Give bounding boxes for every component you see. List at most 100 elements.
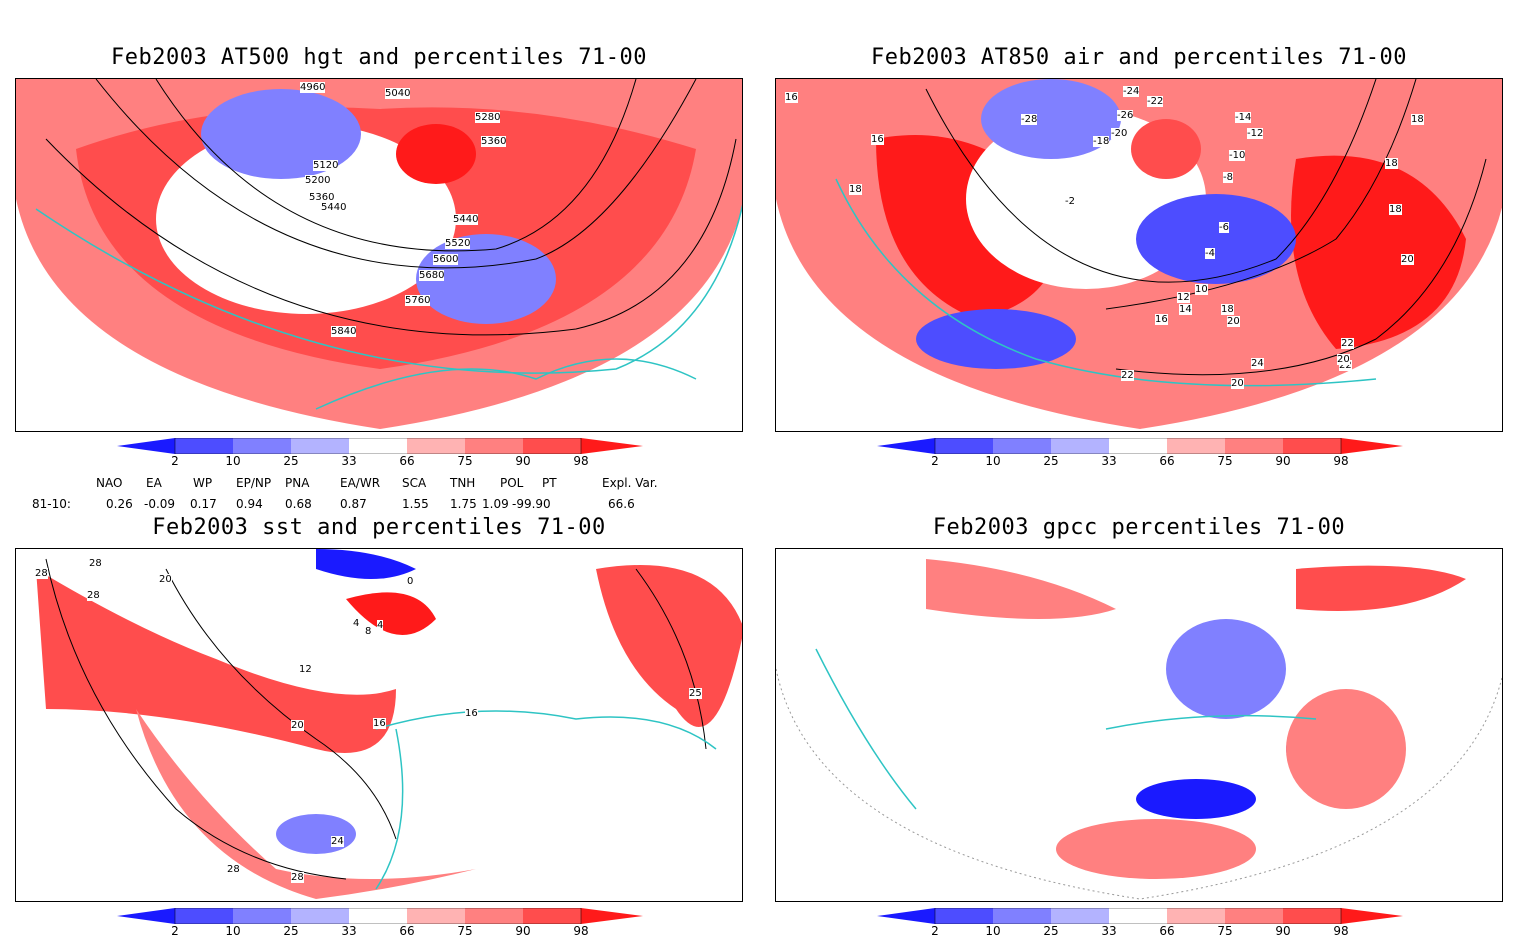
index-header: WP [193,476,213,490]
contour-label: 8 [365,626,372,637]
colorbar-label: 33 [341,924,357,938]
map-air [775,78,1503,432]
low-percentile-region [1136,194,1296,284]
colorbar-label: 90 [1275,454,1291,468]
contour-line [635,568,707,750]
contour-line [95,79,697,269]
contour-label: 20 [1231,378,1244,389]
contour-label: 5440 [321,202,347,213]
high-percentile-region [1286,689,1406,809]
contour-label: 22 [1121,370,1134,381]
contour-label: 16 [1155,314,1168,325]
colorbar-label: 2 [171,454,179,468]
contour-label: 28 [35,568,48,579]
contour-label: 20 [1227,316,1240,327]
high-percentile-region [36,569,396,753]
contour-label: 5280 [475,112,501,123]
contour-label: 18 [1221,304,1234,315]
colorbar-label: 75 [457,454,473,468]
contour-label: 20 [159,574,172,585]
contour-label: 28 [227,864,240,875]
colorbar-top-left: 2 10 25 33 66 75 90 98 [117,437,643,474]
contour-label: 10 [1195,284,1208,295]
colorbar-label: 66 [1159,454,1175,468]
map-air-svg [776,79,1502,429]
colorbar-label: 98 [573,454,589,468]
contour-label: 12 [299,664,312,675]
contour-label: -12 [1247,128,1264,139]
index-header: EP/NP [236,476,272,490]
index-header: EA/WR [340,476,381,490]
contour-label: 28 [291,872,304,883]
low-percentile-region [1136,779,1256,819]
index-value: 0.26 [106,497,133,511]
coastline [375,710,717,750]
contour-label: -18 [1093,136,1110,147]
contour-label: 16 [785,92,798,103]
index-header: POL [500,476,524,490]
colorbar-svg [117,437,643,455]
contour-label: 5760 [405,295,431,306]
map-hgt [15,78,743,432]
low-percentile-region [981,79,1121,159]
high-percentile-region [1131,119,1201,179]
colorbar-label: 98 [573,924,589,938]
contour-label: 5600 [433,254,459,265]
colorbar-svg [117,907,643,925]
colorbar-top-right: 2 10 25 33 66 75 90 98 [877,437,1403,474]
high-percentile-region [1296,565,1466,611]
high-percentile-region [136,709,476,899]
low-percentile-region [1166,619,1286,719]
colorbar-label: 10 [985,454,1001,468]
contour-label: -4 [1205,248,1215,259]
colorbar-bottom-right: 2 10 25 33 66 75 90 98 [877,907,1403,944]
index-value: -99.90 [512,497,551,511]
coastline [375,728,404,890]
contour-label: 24 [1251,358,1264,369]
contour-line [45,138,737,336]
contour-label: -8 [1223,172,1233,183]
index-value: 0.87 [340,497,367,511]
colorbar-label: 33 [341,454,357,468]
contour-label: 25 [689,688,702,699]
contour-label: 22 [1341,338,1354,349]
colorbar-label: 66 [399,924,415,938]
contour-label: -10 [1229,150,1246,161]
contour-label: 18 [849,184,862,195]
contour-label: -22 [1147,96,1164,107]
index-value: 1.09 [482,497,509,511]
index-header: NAO [96,476,123,490]
index-header: TNH [450,476,476,490]
teleconnection-table: NAO EA WP EP/NP PNA EA/WR SCA TNH POL PT… [30,476,730,512]
colorbar-label: 66 [399,454,415,468]
high-percentile-region [396,124,476,184]
index-row-label: 81-10: [32,497,71,511]
contour-label: 4960 [300,82,326,93]
contour-label: 12 [1177,292,1190,303]
index-value: 66.6 [608,497,635,511]
contour-labels-hgt: 4960 5040 5120 5200 5280 5360 5440 5520 … [15,78,743,432]
index-value: 0.94 [236,497,263,511]
contour-line [155,79,637,252]
colorbar-label: 25 [1043,924,1059,938]
contour-label: 5360 [309,192,335,203]
low-percentile-region [316,549,416,579]
colorbar-label: 33 [1101,924,1117,938]
index-header: PNA [285,476,310,490]
coastline [1105,714,1317,730]
colorbar-label: 33 [1101,454,1117,468]
contour-labels-air: 16 18 18 16 18 -28 -24 -22 -26 -18 -20 -… [775,78,1503,432]
index-value: -0.09 [144,497,176,511]
contour-label: 18 [1411,114,1424,125]
contour-label: 20 [291,720,304,731]
colorbar-label: 98 [1333,454,1349,468]
colorbar-svg [877,907,1403,925]
colorbar-label: 10 [985,924,1001,938]
coastline [835,178,1377,387]
colorbar-label: 25 [283,924,299,938]
contour-label: 16 [871,134,884,145]
contour-label: -14 [1235,112,1252,123]
contour-label: 28 [89,558,102,569]
colorbar-label: 25 [283,454,299,468]
contour-label: 18 [1389,204,1402,215]
